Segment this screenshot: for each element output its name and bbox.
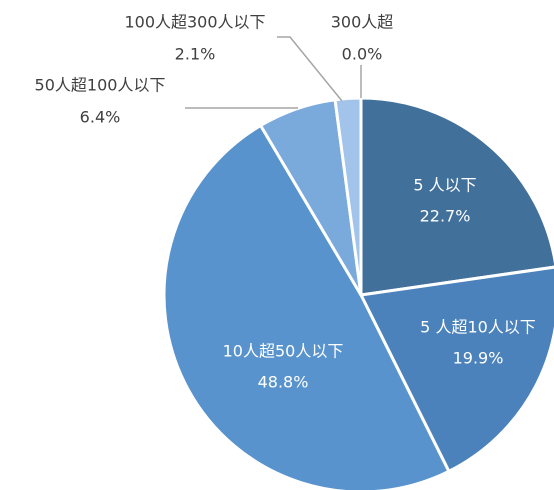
slice-percent-label: 48.8%: [258, 373, 309, 392]
slice-name-label: 100人超300人以下: [124, 13, 265, 32]
slice-percent-label: 2.1%: [175, 45, 216, 64]
leader-lines: [185, 36, 362, 109]
slice-name-label: 5 人超10人以下: [420, 318, 536, 337]
pie-slice: [359, 96, 554, 297]
slice-name-label: 10人超50人以下: [223, 342, 344, 361]
slice-percent-label: 6.4%: [80, 108, 121, 127]
slice-name-label: 5 人以下: [413, 176, 476, 195]
slice-percent-label: 0.0%: [342, 45, 383, 64]
pie-slice: [162, 123, 451, 490]
pie-slices: [162, 96, 554, 490]
leader-line: [277, 36, 343, 102]
slice-name-label: 50人超100人以下: [35, 76, 166, 95]
slice-name-label: 300人超: [331, 13, 394, 32]
pie-slice: [359, 265, 554, 473]
slice-percent-label: 22.7%: [420, 207, 471, 226]
slice-labels: 5 人以下 22.7% 5 人超10人以下 19.9% 10人超50人以下 48.8% 50…: [35, 13, 536, 392]
slice-percent-label: 19.9%: [453, 349, 504, 368]
